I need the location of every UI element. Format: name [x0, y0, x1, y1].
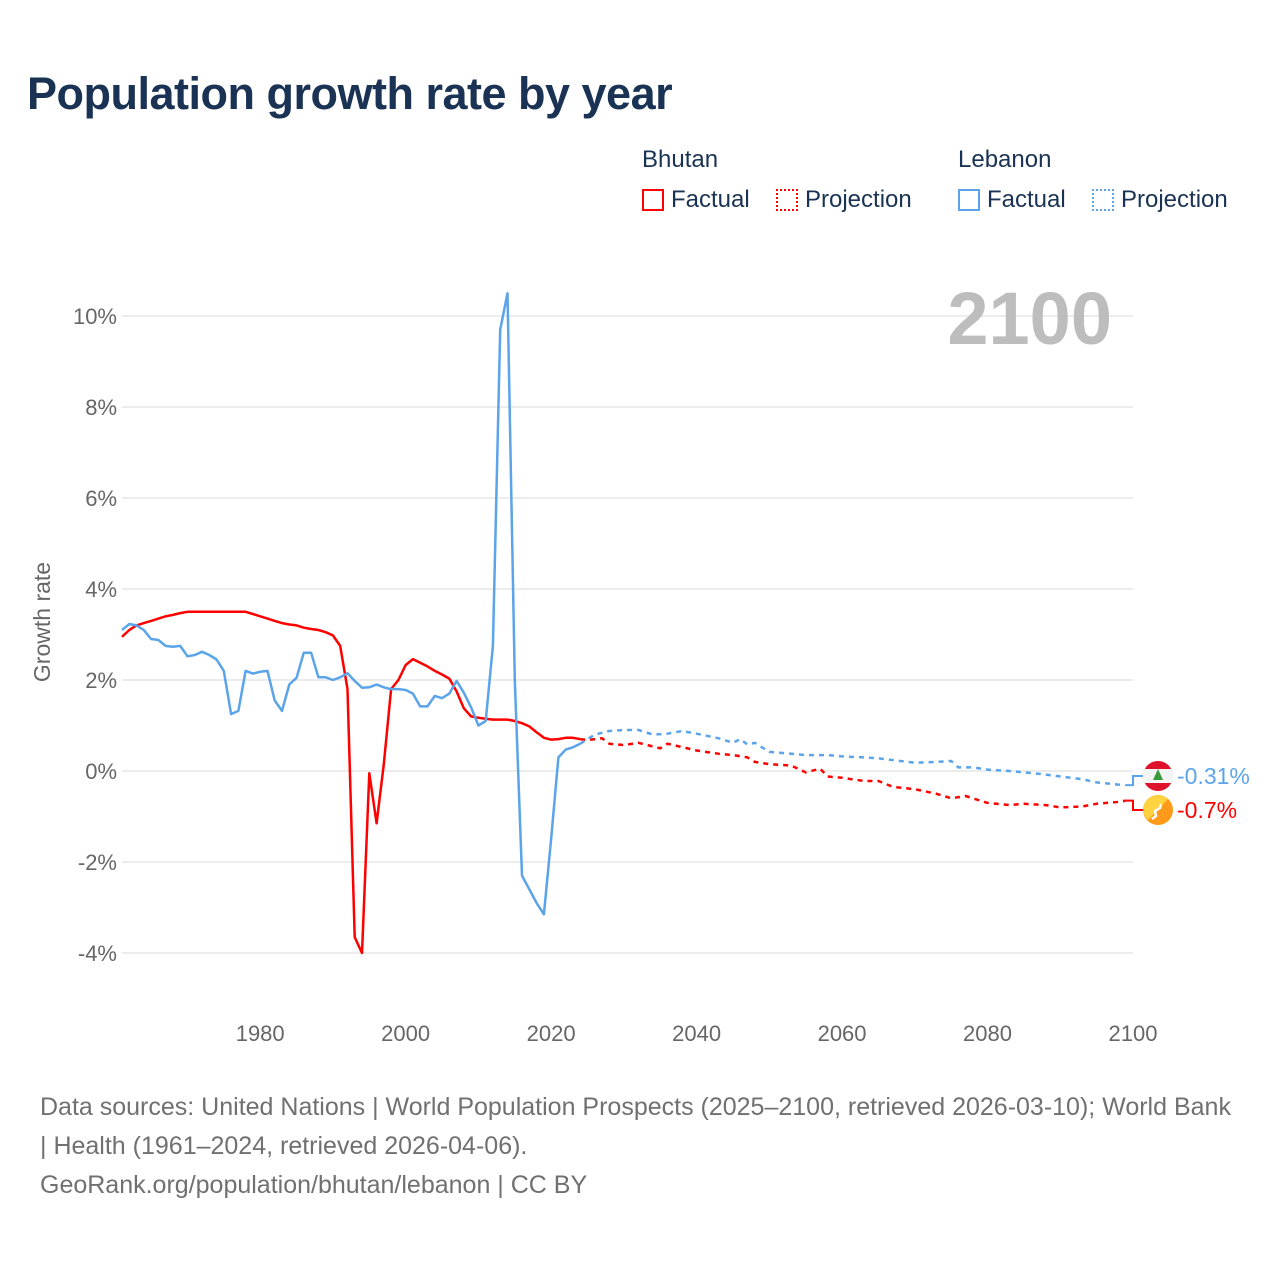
- x-tick-label: 2060: [818, 1021, 867, 1046]
- legend-label: Projection: [805, 186, 912, 213]
- chart-title: Population growth rate by year: [27, 68, 673, 119]
- y-tick-label: -2%: [78, 850, 117, 875]
- dragon: [1151, 803, 1163, 820]
- lebanon-flag-icon: [1143, 761, 1173, 791]
- y-tick-label: 4%: [85, 577, 117, 602]
- data-sources: Data sources: United Nations | World Pop…: [40, 1093, 1231, 1160]
- y-axis-label: Growth rate: [29, 562, 55, 682]
- legend-lebanon-factual[interactable]: Factual: [958, 186, 1066, 214]
- bhutan-connector: [1125, 799, 1143, 811]
- legend-label: Projection: [1121, 186, 1228, 213]
- y-tick-label: -4%: [78, 941, 117, 966]
- legend-bhutan-projection[interactable]: Projection: [776, 186, 912, 214]
- lebanon-end-value: -0.31%: [1177, 763, 1250, 789]
- y-tick-label: 2%: [85, 668, 117, 693]
- legend-label: Factual: [671, 186, 750, 213]
- flag-yellow: [1143, 795, 1168, 820]
- lebanon-connector: [1125, 775, 1143, 787]
- solid-swatch-icon: [642, 189, 664, 211]
- footer: Data sources: United Nations | World Pop…: [40, 1088, 1240, 1205]
- cedar-tree: [1153, 769, 1163, 780]
- legend-bhutan: Bhutan Factual Projection: [642, 146, 912, 213]
- legend-label: Factual: [987, 186, 1066, 213]
- y-tick-label: 8%: [85, 395, 117, 420]
- dotted-swatch-icon: [776, 189, 798, 211]
- series-line-lebanon-projection: [579, 728, 1126, 787]
- x-tick-label: 2100: [1109, 1021, 1158, 1046]
- x-tick-label: 2040: [672, 1021, 721, 1046]
- y-tick-label: 0%: [85, 759, 117, 784]
- series-line-bhutan-factual: [121, 610, 581, 955]
- y-tick-label: 10%: [73, 304, 117, 329]
- x-tick-label: 2020: [527, 1021, 576, 1046]
- x-tick-label: 2000: [381, 1021, 430, 1046]
- legend-lebanon-projection[interactable]: Projection: [1092, 186, 1228, 214]
- series-line-bhutan-projection: [580, 736, 1126, 809]
- legend-group-name: Lebanon: [958, 146, 1052, 173]
- legend-group-name: Bhutan: [642, 146, 719, 173]
- current-year-indicator: 2100: [947, 277, 1112, 360]
- dotted-swatch-icon: [1092, 189, 1114, 211]
- x-tick-label: 2080: [963, 1021, 1012, 1046]
- credit-link[interactable]: GeoRank.org/population/bhutan/lebanon | …: [40, 1171, 588, 1199]
- legend-lebanon: Lebanon Factual Projection: [958, 146, 1228, 213]
- x-tick-label: 1980: [236, 1021, 285, 1046]
- series-line-lebanon-factual: [121, 292, 581, 916]
- solid-swatch-icon: [958, 189, 980, 211]
- y-tick-label: 6%: [85, 486, 117, 511]
- legend-bhutan-factual[interactable]: Factual: [642, 186, 750, 214]
- bhutan-flag-icon: [1143, 795, 1173, 825]
- bhutan-end-value: -0.7%: [1177, 797, 1237, 823]
